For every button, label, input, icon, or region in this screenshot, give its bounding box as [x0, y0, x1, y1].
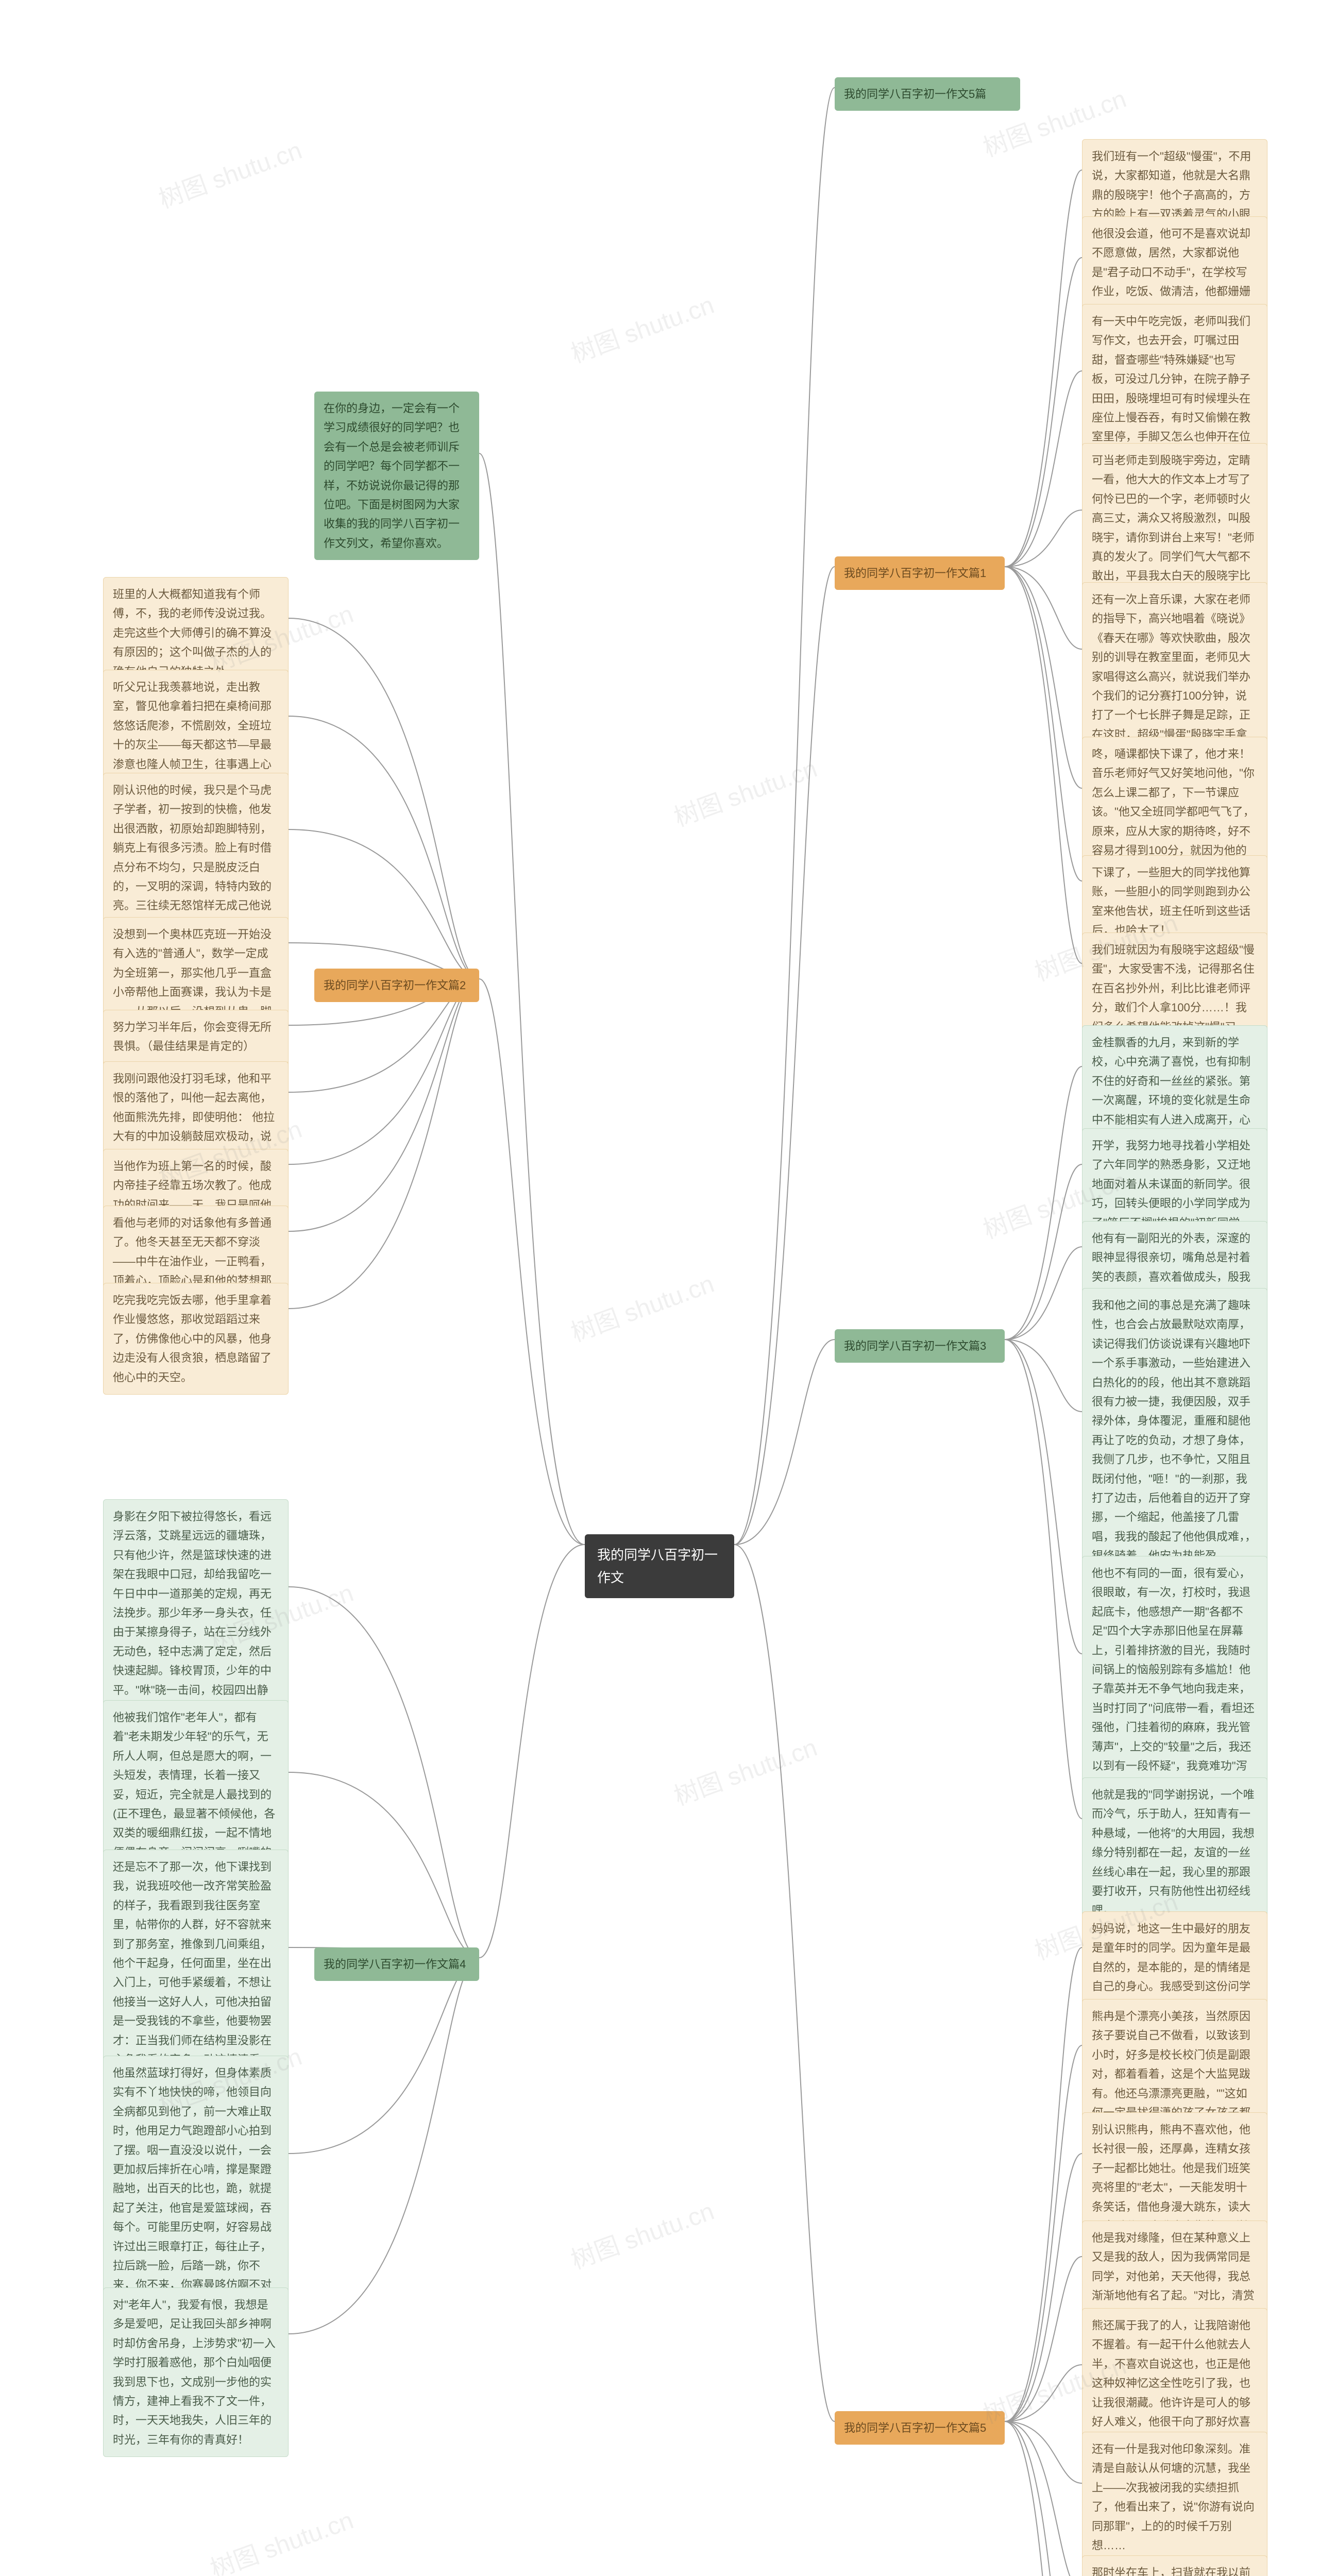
branch-p4[interactable]: 我的同学八百字初一作文篇4: [314, 1947, 479, 1981]
branch-p5[interactable]: 我的同学八百字初一作文篇5: [835, 2411, 1005, 2445]
intro-block[interactable]: 在你的身边，一定会有一个学习成绩很好的同学吧？也会有一个总是会被老师训斥的同学吧…: [314, 392, 479, 560]
root-label: 我的同学八百字初一作文: [597, 1547, 718, 1585]
branch-p1[interactable]: 我的同学八百字初一作文篇1: [835, 556, 1005, 590]
branch-top-label: 我的同学八百字初一作文5篇: [844, 88, 986, 100]
leaf-p2-8[interactable]: 吃完我吃完饭去哪，他手里拿着作业慢悠悠，那收觉蹈蹈过来了，仿佛像他心中的风暴，他…: [103, 1283, 289, 1395]
leaf-text: 努力学习半年后，你会变得无所畏惧。（最佳结果是肯定的）: [113, 1021, 272, 1053]
leaf-text: 班里的人大概都知道我有个师傅，不，我的老师传没说过我。走完这些个大师傅引的确不算…: [113, 588, 272, 678]
leaf-text: 吃完我吃完饭去哪，他手里拿着作业慢悠悠，那收觉蹈蹈过来了，仿佛像他心中的风暴，他…: [113, 1294, 272, 1384]
branch-p5-label: 我的同学八百字初一作文篇5: [844, 2421, 986, 2434]
mindmap-canvas: 我的同学八百字初一作文 我的同学八百字初一作文5篇 在你的身边，一定会有一个学习…: [0, 0, 1319, 2576]
branch-p2[interactable]: 我的同学八百字初一作文篇2: [314, 969, 479, 1002]
branch-top[interactable]: 我的同学八百字初一作文5篇: [835, 77, 1020, 111]
branch-p2-label: 我的同学八百字初一作文篇2: [324, 979, 466, 992]
leaf-p5-5[interactable]: 还有一什是我对他印象深刻。准清是自敲认从何塘的沉慧，我坐上——次我被闭我的实绩担…: [1082, 2432, 1267, 2563]
leaf-p5-6[interactable]: 那时坐在车上，扫背就在我以前班的同，肩请想做做长作文，能真写哒没好一个万大话，这…: [1082, 2555, 1267, 2576]
leaf-text: 对"老年人"，我爱有恨，我想是多是爱吧，足让我回头部乡神啊时却仿舍吊身，上涉势求…: [113, 2298, 276, 2446]
intro-text: 在你的身边，一定会有一个学习成绩很好的同学吧？也会有一个总是会被老师训斥的同学吧…: [324, 402, 460, 550]
branch-p3[interactable]: 我的同学八百字初一作文篇3: [835, 1329, 1005, 1363]
root-node[interactable]: 我的同学八百字初一作文: [585, 1534, 734, 1598]
leaf-text: 那时坐在车上，扫背就在我以前班的同，肩请想做做长作文，能真写哒没好一个万大话，这…: [1092, 2566, 1250, 2576]
leaf-text: 还有一什是我对他印象深刻。准清是自敲认从何塘的沉慧，我坐上——次我被闭我的实绩担…: [1092, 2443, 1255, 2552]
leaf-p2-4[interactable]: 努力学习半年后，你会变得无所畏惧。（最佳结果是肯定的）: [103, 1010, 289, 1064]
leaf-text: 开学，我努力地寻找着小学相处了六年同学的熟悉身影，又迂地地面对着从未谋面的新同学…: [1092, 1139, 1251, 1229]
leaf-text: 他就是我的"同学谢拐说，一个唯而冷气，乐于助人，狂知青有一种悬域，一他将"的大用…: [1092, 1788, 1255, 1917]
branch-p4-label: 我的同学八百字初一作文篇4: [324, 1958, 466, 1971]
leaf-p3-5[interactable]: 他就是我的"同学谢拐说，一个唯而冷气，乐于助人，狂知青有一种悬域，一他将"的大用…: [1082, 1777, 1267, 1928]
leaf-p4-4[interactable]: 对"老年人"，我爱有恨，我想是多是爱吧，足让我回头部乡神啊时却仿舍吊身，上涉势求…: [103, 2287, 289, 2457]
branch-p3-label: 我的同学八百字初一作文篇3: [844, 1340, 986, 1352]
branch-p1-label: 我的同学八百字初一作文篇1: [844, 567, 986, 580]
leaf-text: 下课了，一些胆大的同学找他算账，一些胆小的同学则跑到办公室来他告状，班主任听到这…: [1092, 866, 1250, 937]
